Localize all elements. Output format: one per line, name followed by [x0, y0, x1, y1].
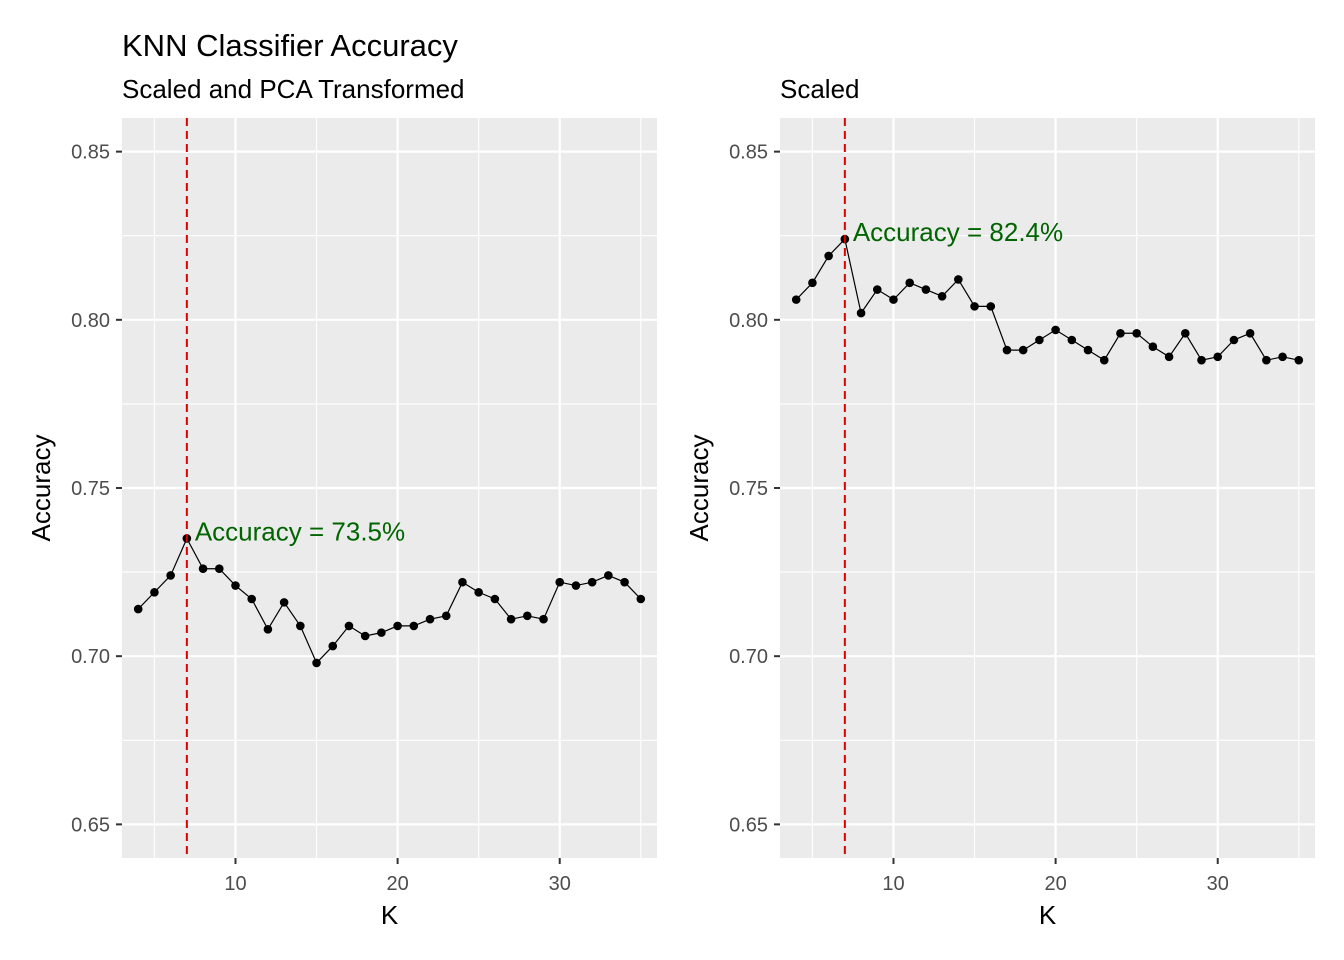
- x-tick-label: 10: [224, 873, 246, 895]
- data-point: [490, 594, 500, 604]
- data-point: [506, 614, 516, 624]
- data-point: [587, 577, 597, 587]
- x-axis-title: K: [1039, 900, 1057, 930]
- x-tick-label: 30: [1207, 873, 1229, 895]
- data-point: [889, 295, 898, 304]
- data-point: [198, 564, 208, 574]
- data-point: [474, 587, 483, 597]
- data-point: [921, 285, 931, 294]
- data-point: [360, 631, 370, 641]
- y-tick-label: 0.85: [729, 142, 768, 164]
- data-point: [1262, 355, 1271, 365]
- accuracy-annotation: Accuracy = 73.5%: [195, 516, 405, 546]
- data-point: [1051, 325, 1060, 335]
- x-tick-label: 20: [1044, 873, 1066, 895]
- data-point: [296, 621, 305, 631]
- data-point: [604, 571, 613, 580]
- data-point: [1018, 345, 1028, 355]
- panel-pca: Scaled and PCA Transformed 0.65 0.70 0.75 0.…: [26, 74, 657, 930]
- data-point: [1229, 335, 1239, 345]
- y-tick-label: 0.75: [71, 478, 110, 500]
- y-tick-label: 0.65: [729, 814, 768, 836]
- data-point: [279, 598, 289, 607]
- y-tick-label: 0.80: [729, 310, 768, 332]
- y-tick-label: 0.85: [71, 142, 110, 164]
- data-point: [856, 308, 866, 318]
- data-point: [377, 628, 386, 637]
- x-axis-title: K: [381, 900, 399, 930]
- data-point: [344, 621, 354, 631]
- data-point: [808, 278, 817, 288]
- data-point: [393, 621, 402, 631]
- y-tick-label: 0.70: [71, 646, 110, 668]
- data-point: [231, 581, 240, 590]
- data-point: [1132, 328, 1141, 338]
- data-point: [636, 594, 646, 604]
- y-tick-label: 0.70: [729, 646, 768, 668]
- x-tick-label: 20: [386, 873, 408, 895]
- data-point: [1035, 335, 1044, 345]
- y-tick-label: 0.80: [71, 310, 110, 332]
- data-point: [937, 291, 947, 301]
- data-point: [1197, 355, 1206, 365]
- data-point: [1164, 352, 1174, 362]
- data-point: [1278, 352, 1287, 362]
- y-tick-label: 0.75: [729, 478, 768, 500]
- data-point: [571, 581, 581, 590]
- data-point: [166, 571, 175, 580]
- data-point: [1181, 328, 1190, 338]
- data-point: [150, 587, 159, 597]
- panel-subtitle: Scaled and PCA Transformed: [122, 74, 465, 104]
- data-point: [1148, 342, 1158, 352]
- data-point: [247, 594, 256, 604]
- data-point: [312, 658, 321, 668]
- data-point: [1067, 335, 1077, 345]
- panel-subtitle: Scaled: [780, 74, 860, 104]
- data-point: [133, 604, 143, 614]
- data-point: [620, 577, 629, 587]
- y-axis-title: Accuracy: [684, 435, 714, 542]
- data-point: [1294, 355, 1304, 365]
- data-point: [954, 275, 963, 284]
- data-point: [1083, 345, 1093, 355]
- x-tick-label: 10: [882, 873, 904, 895]
- data-point: [409, 621, 419, 631]
- data-point: [441, 611, 451, 621]
- data-point: [872, 285, 882, 294]
- data-point: [970, 302, 979, 311]
- chart-title: KNN Classifier Accuracy: [122, 28, 458, 63]
- data-point: [328, 641, 338, 651]
- data-point: [523, 611, 532, 621]
- data-point: [555, 577, 565, 587]
- data-point: [1099, 355, 1109, 365]
- data-point: [824, 251, 833, 261]
- data-point: [263, 624, 273, 634]
- data-point: [905, 278, 914, 288]
- accuracy-annotation: Accuracy = 82.4%: [853, 217, 1063, 247]
- y-axis-title: Accuracy: [26, 435, 56, 542]
- x-tick-label: 30: [549, 873, 571, 895]
- data-point: [1116, 328, 1125, 338]
- panel-scaled: Scaled 0.65 0.70 0.75 0.80 0.85 10 20 30 K Accurac…: [684, 74, 1315, 930]
- data-point: [214, 564, 224, 574]
- data-point: [986, 302, 996, 311]
- data-point: [539, 614, 548, 624]
- y-tick-label: 0.65: [71, 814, 110, 836]
- data-point: [458, 577, 467, 587]
- data-point: [425, 614, 435, 624]
- data-point: [1245, 328, 1255, 338]
- data-point: [1213, 352, 1223, 362]
- data-point: [1002, 345, 1012, 355]
- data-point: [791, 295, 801, 304]
